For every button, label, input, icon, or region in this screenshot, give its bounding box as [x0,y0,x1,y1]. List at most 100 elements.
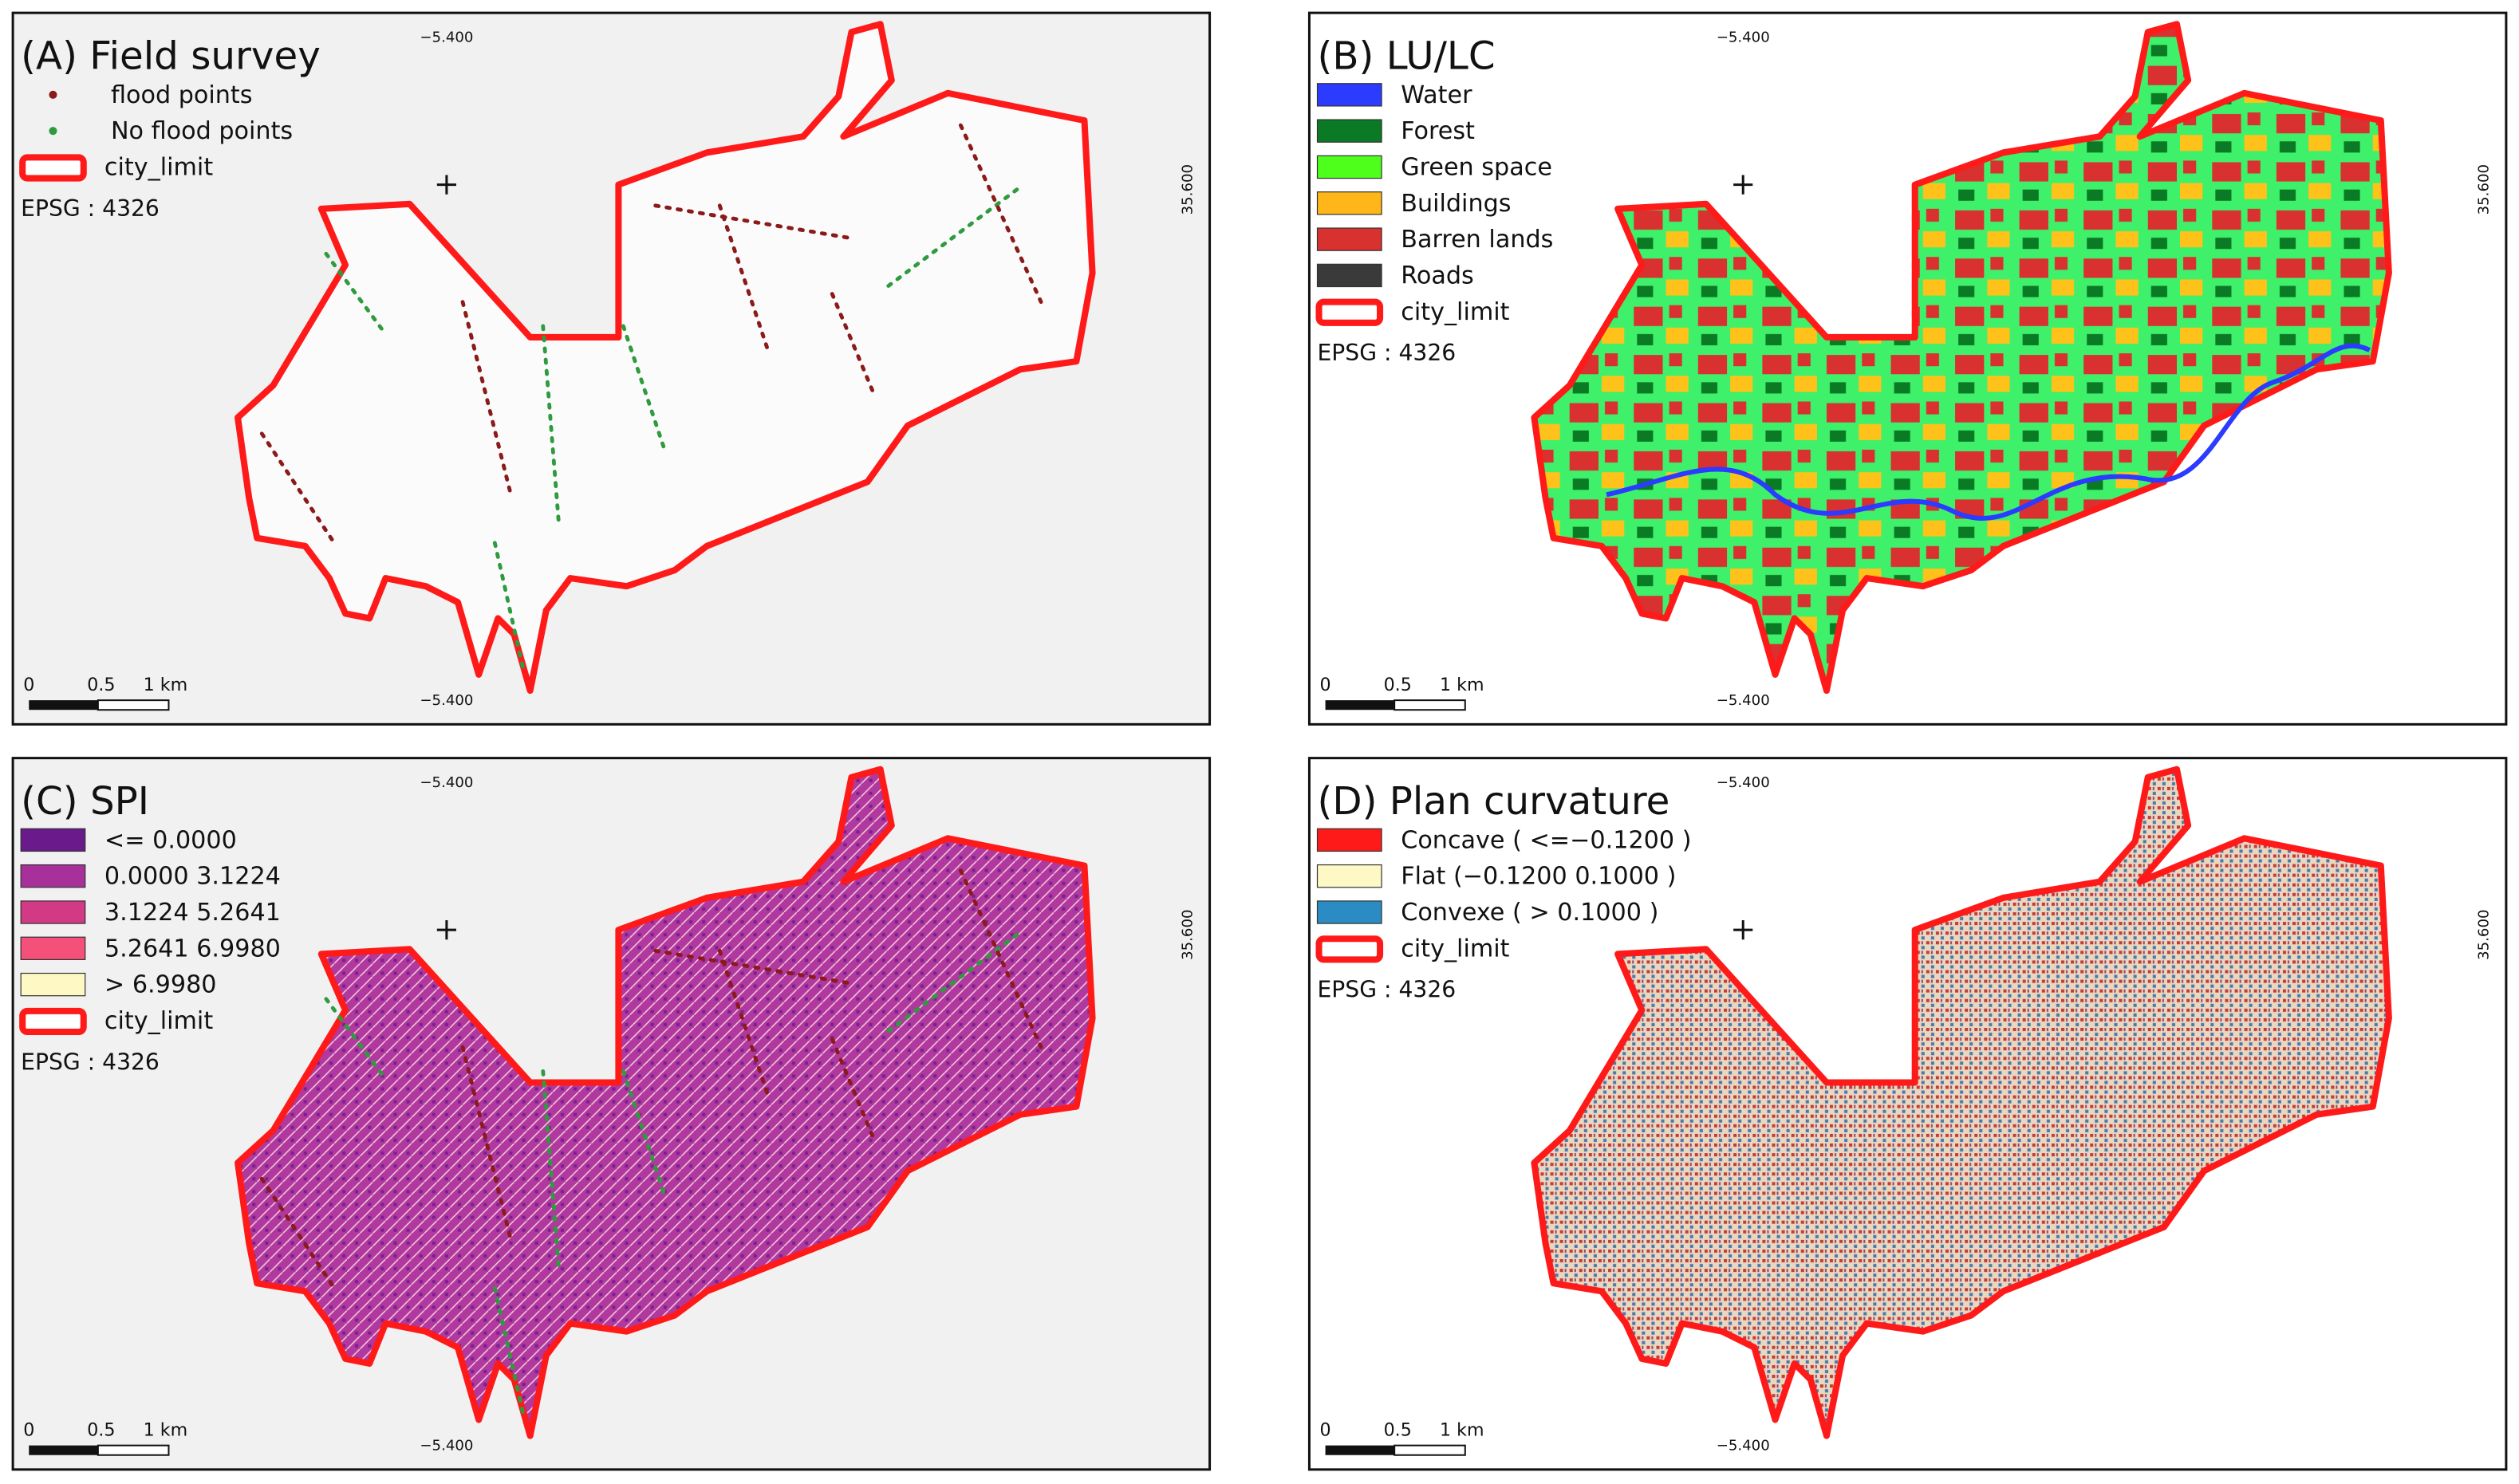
epsg-label: EPSG : 4326 [1318,340,1457,366]
coord-right: 35.600 [2476,164,2493,215]
panel-title: (D) Plan curvature [1318,779,1670,824]
coord-top: −5.400 [1717,774,1770,791]
legend-label: Convexe ( > 0.1000 ) [1401,899,1658,927]
coord-bottom: −5.400 [420,1438,473,1454]
legend-label: city_limit [104,1007,213,1035]
scale-bar-black [29,1445,98,1455]
scale-label: 1 km [144,1420,188,1441]
survey-points [717,203,771,352]
legend-label: Flat (−0.1200 0.1000 ) [1401,863,1676,891]
legend-swatch [1316,83,1382,107]
scale-label: 1 km [144,675,188,695]
survey-points [541,324,562,529]
legend-label: 5.2641 6.9980 [104,935,281,962]
legend-label: 0.0000 3.1224 [104,863,281,891]
survey-points [492,1285,526,1419]
survey-points [653,203,850,240]
legend-swatch [1316,119,1382,143]
scale-label: 0 [23,1420,34,1441]
coord-bottom: −5.400 [420,692,473,709]
survey-points [324,997,388,1081]
scale-label: 0.5 [1384,1420,1412,1441]
survey-points [324,251,388,337]
legend-point [49,127,57,136]
legend-swatch [1316,828,1382,852]
legend-swatch [20,936,86,961]
legend-label: <= 0.0000 [104,826,237,854]
scale-label: 0 [1320,675,1331,695]
coord-right: 35.600 [2476,909,2493,959]
legend-swatch [20,864,86,888]
panel-title: (A) Field survey [21,34,321,79]
scale-bar-white [97,1444,170,1456]
legend-swatch [1316,227,1382,251]
crosshair [1733,175,1753,195]
coord-top: −5.400 [420,774,473,791]
river [1606,343,2371,522]
coord-bottom: −5.400 [1717,692,1770,709]
survey-points [621,1069,666,1194]
survey-points [886,932,1019,1033]
legend-label: Water [1401,81,1472,109]
legend-label: Forest [1401,117,1475,145]
survey-points [717,948,771,1098]
survey-points [460,300,513,497]
legend-label: Roads [1401,262,1474,289]
scale-label: 0 [23,675,34,695]
epsg-label: EPSG : 4326 [21,195,160,222]
coord-top: −5.400 [420,29,473,45]
legend-outline [19,1007,87,1036]
survey-points [958,123,1043,305]
legend-swatch [20,972,86,997]
legend-label: 3.1224 5.2641 [104,899,281,927]
survey-points [492,541,526,674]
survey-points [259,1176,337,1290]
legend-label: > 6.9980 [104,971,217,999]
scale-label: 1 km [1440,1420,1484,1441]
legend-swatch [20,828,86,852]
survey-points [653,948,850,986]
crosshair [436,175,456,195]
epsg-label: EPSG : 4326 [21,1049,160,1075]
legend-label: city_limit [1401,935,1509,962]
crosshair [1733,920,1753,940]
coord-bottom: −5.400 [1717,1438,1770,1454]
legend-label: Buildings [1401,190,1511,218]
legend-outline [1315,935,1384,963]
epsg-label: EPSG : 4326 [1318,977,1457,1003]
scale-label: 0.5 [87,675,115,695]
scale-label: 0.5 [87,1420,115,1441]
panel-title: (B) LU/LC [1318,34,1496,79]
legend-swatch [1316,263,1382,288]
coord-top: −5.400 [1717,29,1770,45]
legend-outline [1315,298,1384,326]
scale-bar-black [29,700,98,711]
legend-swatch [1316,155,1382,179]
scale-bar-white [1394,699,1466,711]
scale-bar-black [1325,1445,1395,1455]
survey-points [460,1045,513,1242]
legend-label: Concave ( <=−0.1200 ) [1401,826,1691,854]
scale-bar-white [97,699,170,711]
legend-label: Green space [1401,154,1552,182]
crosshair [436,920,456,940]
survey-points [886,187,1019,288]
legend-swatch [1316,864,1382,888]
coord-right: 35.600 [1179,909,1196,959]
survey-points [621,324,666,449]
scale-label: 0 [1320,1420,1331,1441]
legend-label: Barren lands [1401,226,1553,254]
survey-points [259,431,337,545]
legend-label: city_limit [104,154,213,182]
legend-label: city_limit [1401,298,1509,326]
scale-label: 1 km [1440,675,1484,695]
legend-swatch [20,900,86,924]
legend-label: No flood points [111,117,293,145]
scale-label: 0.5 [1384,675,1412,695]
scale-bar-black [1325,700,1395,711]
survey-points [958,868,1043,1049]
